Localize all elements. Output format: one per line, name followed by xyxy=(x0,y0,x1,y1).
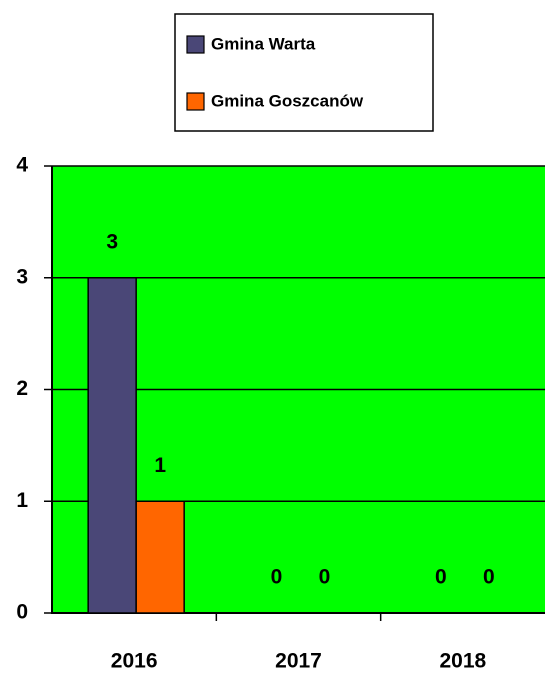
y-tick-label: 1 xyxy=(16,489,28,512)
data-label: 0 xyxy=(435,566,447,589)
data-label: 0 xyxy=(319,566,331,589)
data-label: 1 xyxy=(154,454,166,477)
y-tick-label: 0 xyxy=(16,601,28,624)
legend-swatch xyxy=(186,92,205,111)
bar xyxy=(87,277,137,614)
data-label: 3 xyxy=(106,230,118,253)
y-tick-label: 3 xyxy=(16,265,28,288)
x-tick-label: 2017 xyxy=(275,650,322,673)
x-tick-label: 2018 xyxy=(439,650,486,673)
x-tick-label: 2016 xyxy=(111,650,158,673)
data-label: 0 xyxy=(271,566,283,589)
bar xyxy=(135,500,185,614)
data-label: 0 xyxy=(483,566,495,589)
legend-swatch xyxy=(186,35,205,54)
y-tick-label: 4 xyxy=(16,154,28,177)
legend-label: Gmina Warta xyxy=(211,34,316,53)
legend-box xyxy=(174,13,434,132)
y-tick-label: 2 xyxy=(16,377,28,400)
legend-label: Gmina Goszcanów xyxy=(211,91,364,110)
